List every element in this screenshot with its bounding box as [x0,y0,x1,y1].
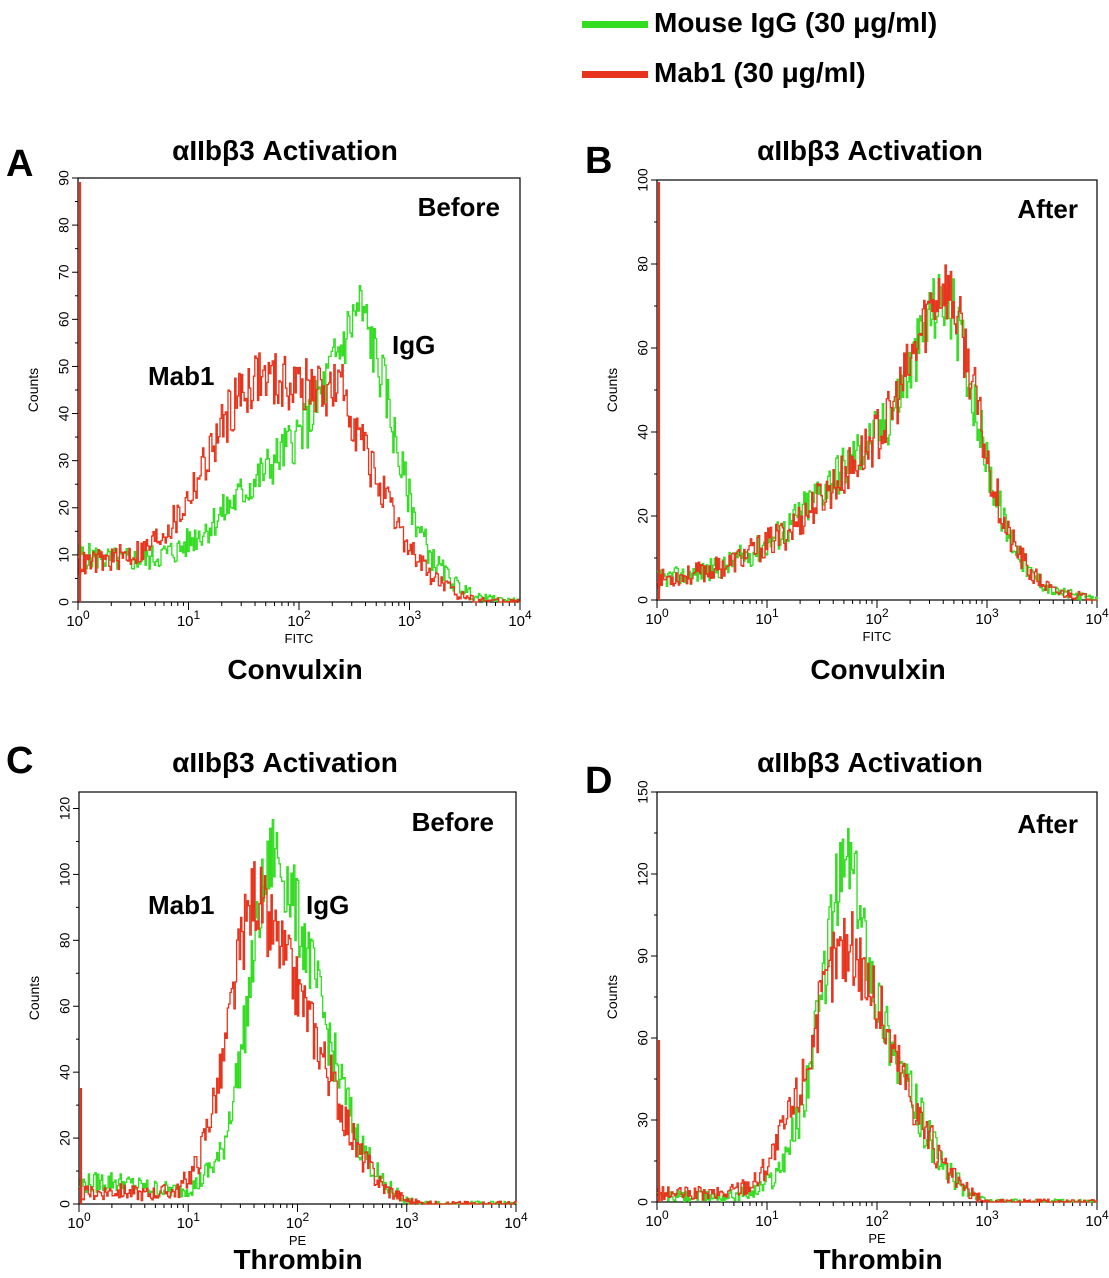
x-tick-label: 100 [645,1208,669,1230]
x-tick-label: 103 [395,1210,419,1232]
histogram-series-mab1 [657,264,1098,601]
x-tick-label: 102 [287,608,311,630]
annotation-igg: IgG [306,890,349,920]
plot-frame [656,791,1098,1203]
x-axis-label: PE [868,1231,886,1246]
y-tick-label: 50 [56,358,72,374]
y-tick-label: 70 [56,264,72,280]
y-tick-label: 100 [635,168,651,192]
x-tick-label: 101 [755,606,779,628]
histogram-series-mab1 [79,861,517,1205]
y-tick-label: 120 [57,797,73,821]
panel-bottom-d: Thrombin [813,1244,943,1275]
legend-swatch-igg [582,21,648,28]
panel-letter-b: B [585,140,613,182]
panel-title-d: αIIbβ3 Activation [757,747,983,778]
histogram-series-igg [657,273,1098,601]
y-tick-label: 40 [635,424,651,440]
y-axis-label: Counts [604,975,620,1019]
legend-swatch-mab1 [582,71,648,78]
panel-bottom-a: Convulxin [227,654,363,685]
panel-corner-label: Before [418,192,500,222]
x-tick-label: 104 [1085,1208,1109,1230]
x-tick-label: 101 [177,608,201,630]
histogram-series-mab1 [78,352,521,603]
panel-letter-a: A [6,143,34,185]
y-tick-label: 80 [57,932,73,948]
annotation-mab1: Mab1 [148,890,214,920]
chart-panel-b: 0 20 40 60 80 100 100 101 102 103 104 FITC Counts Aft… [604,168,1109,644]
histogram-series-igg [657,827,1097,1203]
legend-label-mab1: Mab1 (30 μg/ml) [654,57,866,88]
annotation-igg: IgG [392,330,435,360]
y-tick-label: 0 [635,596,651,604]
x-tick-label: 101 [177,1210,201,1232]
y-tick-label: 0 [635,1198,651,1206]
y-tick-label: 10 [56,547,72,563]
x-tick-label: 103 [975,606,999,628]
x-tick-label: 103 [398,608,422,630]
histogram-series-igg [78,284,520,603]
y-tick-label: 60 [635,1030,651,1046]
y-axis-label: Counts [604,368,620,412]
x-tick-label: 102 [865,1208,889,1230]
y-tick-label: 30 [56,453,72,469]
y-tick-label: 40 [56,406,72,422]
y-tick-label: 100 [57,863,73,887]
x-tick-label: 102 [865,606,889,628]
y-tick-label: 30 [635,1112,651,1128]
panel-title-b: αIIbβ3 Activation [757,135,983,166]
x-tick-label: 104 [508,608,532,630]
plot-frame [77,177,521,603]
panel-bottom-b: Convulxin [810,654,946,685]
chart-panel-d: 0 30 60 90 120 150 100 101 102 103 104 PE Counts Afte… [604,780,1109,1246]
y-tick-label: 90 [635,948,651,964]
panel-title-a: αIIbβ3 Activation [172,135,398,166]
plot-frame [656,179,1098,601]
histogram-series-mab1 [657,911,1098,1203]
x-tick-label: 104 [1085,606,1109,628]
x-tick-label: 101 [755,1208,779,1230]
y-tick-label: 80 [635,256,651,272]
panel-letter-d: D [585,760,613,802]
y-axis-label: Counts [25,368,41,412]
y-tick-label: 20 [56,500,72,516]
panel-corner-label: After [1017,194,1078,224]
y-tick-label: 90 [56,170,72,186]
panel-title-c: αIIbβ3 Activation [172,747,398,778]
y-tick-label: 60 [635,340,651,356]
panel-corner-label: After [1017,809,1078,839]
x-tick-label: 102 [286,1210,310,1232]
panel-corner-label: Before [412,807,494,837]
y-tick-label: 0 [56,598,72,606]
y-tick-label: 60 [57,998,73,1014]
y-tick-label: 150 [635,780,651,804]
x-axis-label: FITC [863,629,892,644]
x-axis-label: PE [289,1233,307,1248]
y-tick-label: 0 [57,1200,73,1208]
x-tick-label: 100 [66,608,90,630]
y-tick-label: 80 [56,217,72,233]
panel-letter-c: C [6,740,34,782]
x-tick-label: 100 [67,1210,91,1232]
panel-bottom-c: Thrombin [233,1244,363,1275]
x-tick-label: 104 [504,1210,528,1232]
annotation-mab1: Mab1 [148,361,214,391]
y-tick-label: 120 [635,862,651,886]
y-tick-label: 20 [57,1130,73,1146]
x-tick-label: 100 [645,606,669,628]
y-tick-label: 40 [57,1064,73,1080]
x-tick-label: 103 [975,1208,999,1230]
y-axis-label: Counts [26,976,42,1020]
legend-label-igg: Mouse IgG (30 μg/ml) [654,7,938,38]
y-tick-label: 60 [56,311,72,327]
chart-panel-a: 0 10 20 30 40 50 60 70 80 90 100 101 102 103 104 FITC Co… [25,170,532,646]
x-axis-label: FITC [285,631,314,646]
y-tick-label: 20 [635,508,651,524]
chart-panel-c: 0 20 40 60 80 100 120 100 101 102 103 104 PE Counts Ma… [26,791,528,1248]
